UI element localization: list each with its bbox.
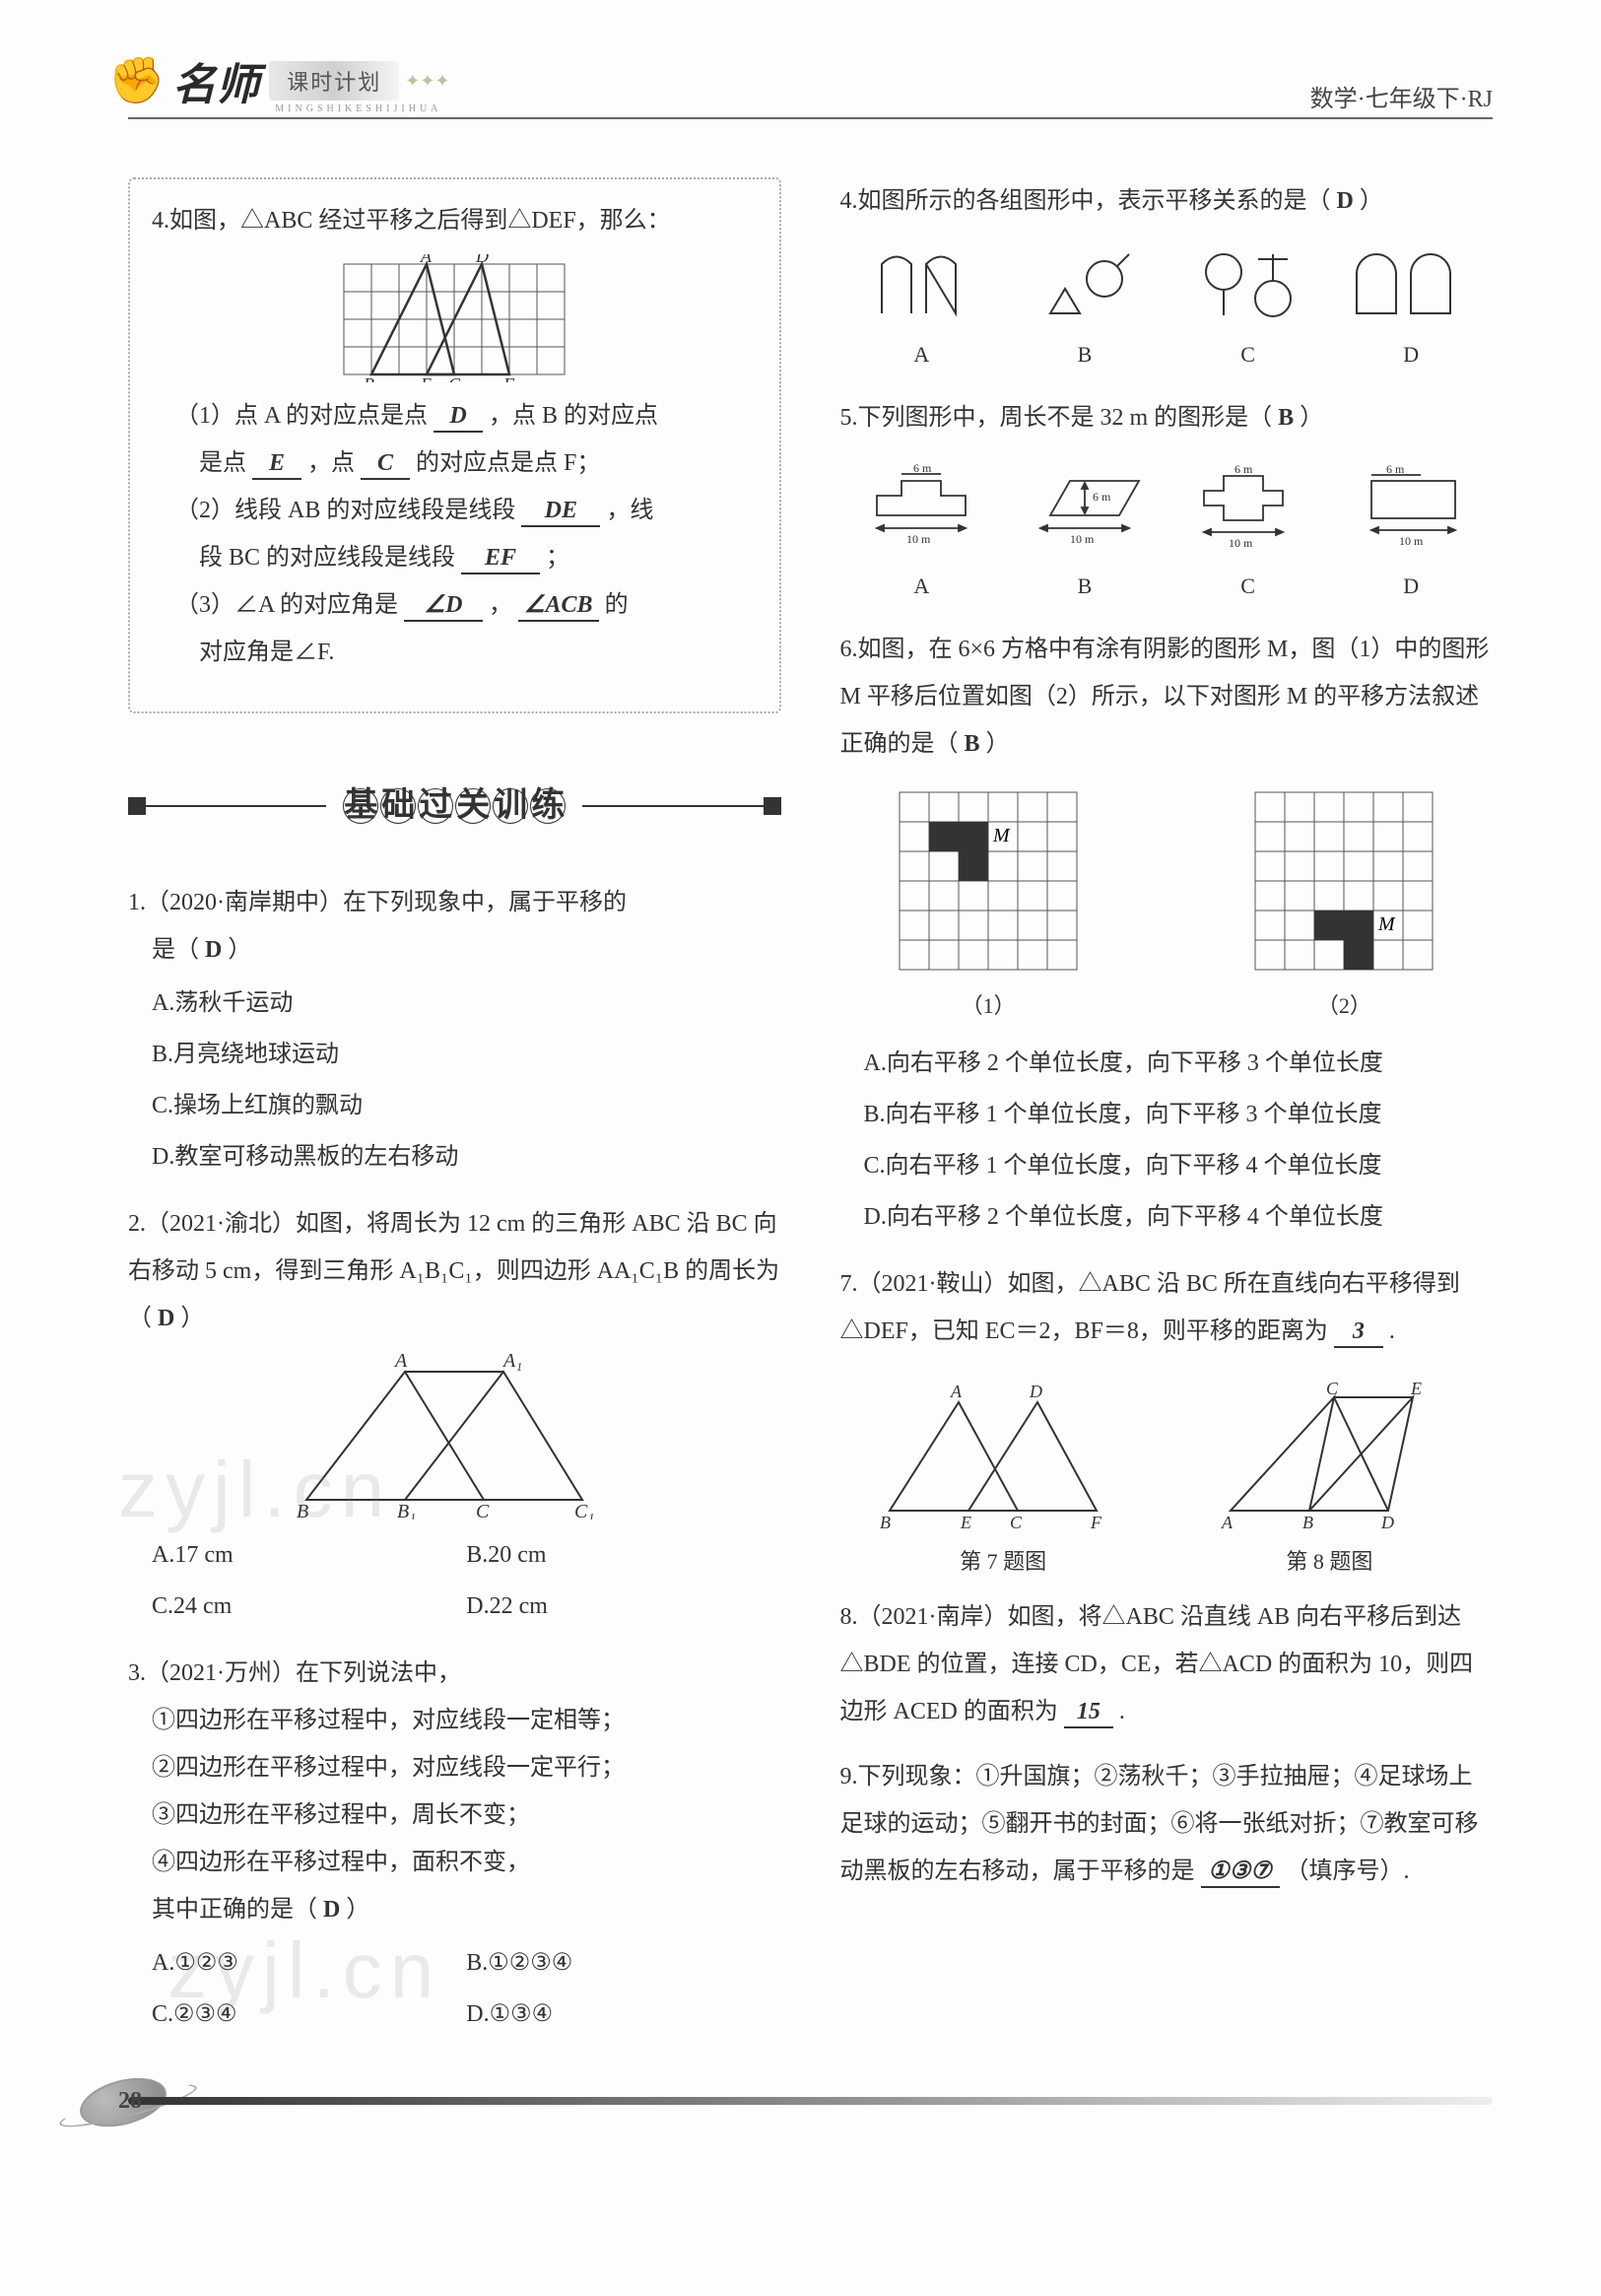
q-left-4: 4.如图，△ABC 经过平移之后得到△DEF，那么： A D <box>152 197 758 676</box>
option-b: B.向右平移 1 个单位长度，向下平移 3 个单位长度 <box>864 1089 1494 1140</box>
option-c: C.②③④ <box>152 1989 466 2040</box>
q-right-5: 5.下列图形中，周长不是 32 m 的图形是（ B ） 6 m10 mA 6 m… <box>840 394 1494 608</box>
option-d: D.教室可移动黑板的左右移动 <box>152 1131 781 1182</box>
option-d: D.22 cm <box>466 1581 780 1632</box>
q2-figure: A A₁ B B₁ C C₁ <box>267 1352 641 1519</box>
option-b: B.20 cm <box>466 1529 780 1581</box>
option-a: A.向右平移 2 个单位长度，向下平移 3 个单位长度 <box>864 1038 1494 1089</box>
option-c: C.向右平移 1 个单位长度，向下平移 4 个单位长度 <box>864 1140 1494 1191</box>
svg-text:E: E <box>420 374 432 382</box>
svg-text:F: F <box>1090 1513 1102 1530</box>
blank: ∠D <box>404 591 483 622</box>
svg-text:A: A <box>950 1383 963 1401</box>
page-number: 28 <box>118 2088 142 2115</box>
q-right-9: 9.下列现象：①升国旗；②荡秋千；③手拉抽屉；④足球场上足球的运动；⑤翻开书的封… <box>840 1753 1494 1895</box>
svg-text:C₁: C₁ <box>574 1501 594 1519</box>
blank: D <box>434 402 483 433</box>
svg-text:B: B <box>364 374 374 382</box>
left-column: 4.如图，△ABC 经过平移之后得到△DEF，那么： A D <box>128 177 781 2058</box>
svg-text:C: C <box>448 374 461 382</box>
q4-grid-figure: A D B E C F <box>326 254 582 382</box>
svg-text:C: C <box>1010 1513 1023 1530</box>
blank: C <box>361 449 410 480</box>
svg-text:B: B <box>880 1513 891 1530</box>
option-d: D.①③④ <box>466 1989 780 2040</box>
blank: 3 <box>1334 1317 1383 1348</box>
option-c: C.操场上红旗的飘动 <box>152 1080 781 1131</box>
svg-text:B: B <box>297 1501 308 1519</box>
svg-text:B: B <box>1302 1513 1313 1530</box>
section-title-text: 基础过关训练 <box>326 773 582 840</box>
svg-text:6 m: 6 m <box>1386 462 1405 476</box>
page-header: ✊ 名师 课时计划 MINGSHIKESHIJIHUA ✦✦✦ 数学·七年级下·… <box>128 69 1493 128</box>
answer: B <box>1278 405 1294 431</box>
q-right-4: 4.如图所示的各组图形中，表示平移关系的是（ D ） A B C D <box>840 177 1494 376</box>
q4-sub2: （2）线段 AB 的对应线段是线段 DE ，线 <box>152 487 758 534</box>
svg-text:M: M <box>992 825 1011 846</box>
q-left-3: 3.（2021·万州）在下列说法中， ①四边形在平移过程中，对应线段一定相等； … <box>128 1650 781 2040</box>
right-column: 4.如图所示的各组图形中，表示平移关系的是（ D ） A B C D 5.下列图… <box>840 177 1494 2058</box>
blank: 15 <box>1064 1698 1113 1728</box>
svg-text:A₁: A₁ <box>501 1352 522 1372</box>
answer: B <box>965 731 980 757</box>
q4-figures: A B C D <box>840 235 1494 376</box>
blank: DE <box>521 497 600 527</box>
option-b: B.月亮绕地球运动 <box>152 1029 781 1080</box>
svg-text:10 m: 10 m <box>1070 532 1095 546</box>
svg-text:6 m: 6 m <box>1093 490 1111 504</box>
example-box: 4.如图，△ABC 经过平移之后得到△DEF，那么： A D <box>128 177 781 713</box>
svg-text:A: A <box>393 1352 408 1372</box>
svg-text:A: A <box>1221 1513 1234 1530</box>
svg-text:A: A <box>420 254 433 266</box>
q6-figures: M （1） M （2） <box>840 777 1494 1028</box>
option-a: A.17 cm <box>152 1529 466 1581</box>
footer-gradient <box>128 2097 1493 2105</box>
answer: D <box>1337 188 1354 214</box>
blank: ①③⑦ <box>1201 1857 1280 1888</box>
option-a: A.①②③ <box>152 1937 466 1989</box>
q4-sub3: （3）∠A 的对应角是 ∠D ， ∠ACB 的 <box>152 581 758 629</box>
svg-text:B₁: B₁ <box>397 1501 416 1519</box>
q-left-1: 1.（2020·南岸期中）在下列现象中，属于平移的 是（ D ） A.荡秋千运动… <box>128 879 781 1182</box>
blank: E <box>252 449 301 480</box>
option-d: D.向右平移 2 个单位长度，向下平移 4 个单位长度 <box>864 1191 1494 1243</box>
blank: ∠ACB <box>518 591 599 622</box>
section-title: 基础过关训练 <box>128 773 781 840</box>
option-a: A.荡秋千运动 <box>152 978 781 1029</box>
q-right-6: 6.如图，在 6×6 方格中有涂有阴影的图形 M，图（1）中的图形 M 平移后位… <box>840 626 1494 1243</box>
svg-text:D: D <box>1380 1513 1394 1530</box>
svg-text:M: M <box>1377 913 1396 935</box>
q-right-7: 7.（2021·鞍山）如图，△ABC 沿 BC 所在直线向右平移得到△DEF，已… <box>840 1260 1494 1355</box>
q3-options: A.①②③ B.①②③④ C.②③④ D.①③④ <box>128 1937 781 2040</box>
svg-text:F: F <box>502 374 515 382</box>
header-subject: 数学·七年级下·RJ <box>128 79 1493 119</box>
svg-text:10 m: 10 m <box>1399 534 1424 548</box>
svg-text:10 m: 10 m <box>906 532 931 546</box>
option-c: C.24 cm <box>152 1581 466 1632</box>
q4-stem: 4.如图，△ABC 经过平移之后得到△DEF，那么： <box>152 197 758 244</box>
q5-figures: 6 m10 mA 6 m10 mB 6 m10 mC 6 m10 mD <box>840 451 1494 608</box>
q-right-8: 8.（2021·南岸）如图，将△ABC 沿直线 AB 向右平移后到达△BDE 的… <box>840 1593 1494 1735</box>
svg-text:E: E <box>1410 1383 1422 1398</box>
svg-text:C: C <box>476 1501 490 1519</box>
q4-sub1: （1）点 A 的对应点是点 D ，点 B 的对应点 <box>152 392 758 439</box>
svg-text:6 m: 6 m <box>1234 462 1253 476</box>
svg-text:D: D <box>1029 1383 1042 1401</box>
svg-text:E: E <box>960 1513 971 1530</box>
svg-text:6 m: 6 m <box>913 461 932 475</box>
q2-options: A.17 cm B.20 cm C.24 cm D.22 cm <box>128 1529 781 1632</box>
q-left-2: 2.（2021·渝北）如图，将周长为 12 cm 的三角形 ABC 沿 BC 向… <box>128 1200 781 1632</box>
answer: D <box>205 937 222 963</box>
answer: D <box>323 1897 340 1923</box>
blank: EF <box>461 544 540 574</box>
q6-options: A.向右平移 2 个单位长度，向下平移 3 个单位长度 B.向右平移 1 个单位… <box>840 1038 1494 1243</box>
q7-q8-figures: AD BECF 第 7 题图 CE ABD 第 8 题图 <box>840 1373 1494 1584</box>
svg-text:C: C <box>1326 1383 1339 1398</box>
svg-text:10 m: 10 m <box>1229 536 1253 550</box>
svg-text:D: D <box>475 254 489 266</box>
q1-options: A.荡秋千运动 B.月亮绕地球运动 C.操场上红旗的飘动 D.教室可移动黑板的左… <box>128 978 781 1182</box>
answer: D <box>158 1306 174 1331</box>
option-b: B.①②③④ <box>466 1937 780 1989</box>
